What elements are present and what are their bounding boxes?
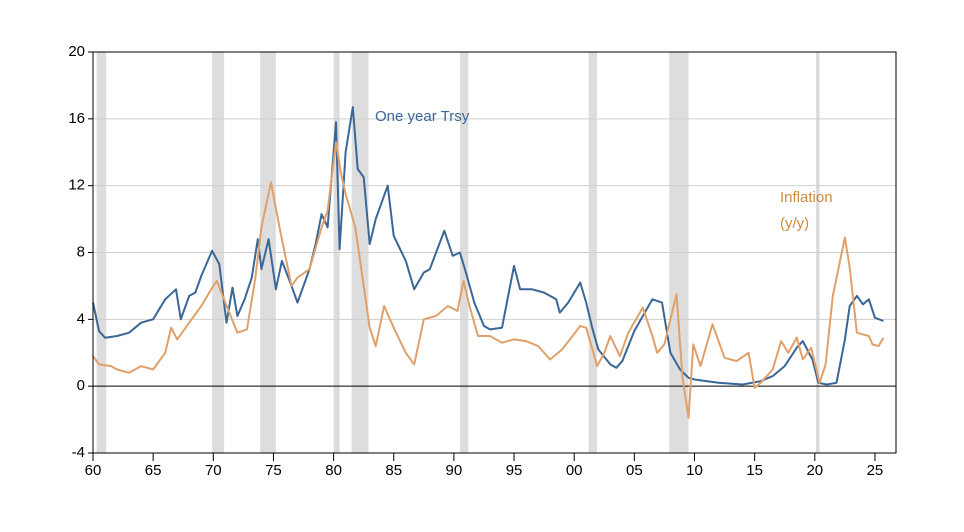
y-tick-label: 0 [77, 377, 85, 394]
x-tick-label: 80 [325, 462, 342, 479]
x-tick-label: 75 [265, 462, 282, 479]
x-tick-label: 60 [85, 462, 102, 479]
y-tick-label: -4 [72, 444, 85, 461]
x-tick-label: 15 [746, 462, 763, 479]
plot-area [92, 51, 896, 454]
y-tick-label: 16 [68, 110, 85, 127]
y-tick-label: 4 [77, 310, 85, 327]
annotation: Inflation [780, 189, 833, 206]
x-tick-label: 70 [205, 462, 222, 479]
x-tick-label: 05 [626, 462, 643, 479]
y-tick-label: 20 [68, 43, 85, 60]
series-line [92, 141, 885, 419]
x-tick-label: 10 [686, 462, 703, 479]
x-tick-label: 95 [506, 462, 523, 479]
x-tick-label: 00 [566, 462, 583, 479]
series-line [92, 106, 884, 386]
annotation: (y/y) [780, 215, 809, 232]
x-tick-label: 85 [385, 462, 402, 479]
x-tick-label: 25 [867, 462, 884, 479]
annotation: One year Trsy [375, 108, 470, 125]
y-tick-label: 12 [68, 177, 85, 194]
x-tick-label: 90 [446, 462, 463, 479]
x-tick-label: 20 [806, 462, 823, 479]
x-tick-label: 65 [145, 462, 162, 479]
y-tick-label: 8 [77, 243, 85, 260]
